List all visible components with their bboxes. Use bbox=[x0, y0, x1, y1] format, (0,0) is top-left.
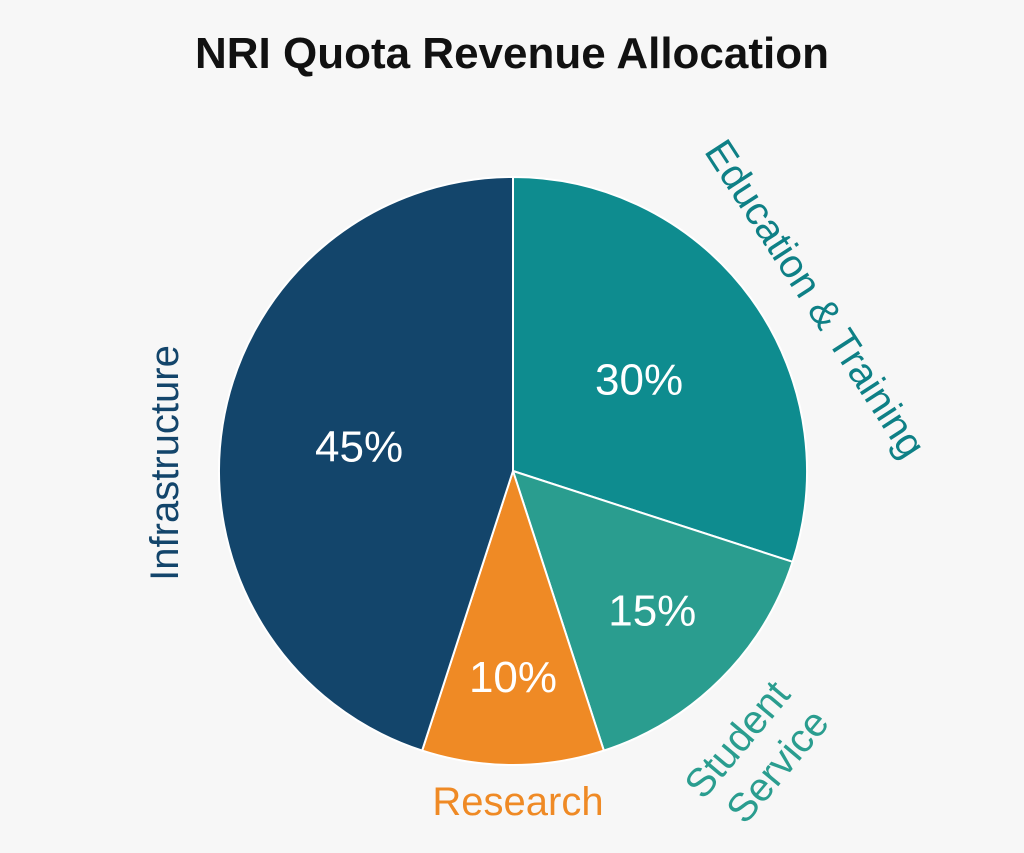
percentage-labels: 30% 15% 10% 45% bbox=[315, 355, 696, 701]
pie-slice-education-training bbox=[512, 175, 808, 564]
pie-slice-student-service bbox=[511, 469, 794, 752]
pie-slices bbox=[218, 175, 808, 766]
pie-slice-research bbox=[420, 467, 606, 766]
category-label-research: Research bbox=[432, 780, 603, 824]
pie-slice-infrastructure bbox=[218, 175, 514, 752]
percentage-label-education-training: 30% bbox=[595, 355, 683, 404]
percentage-label-student-service: 15% bbox=[608, 586, 696, 635]
percentage-label-research: 10% bbox=[469, 653, 557, 702]
category-label-infrastructure: Infrastructure bbox=[143, 345, 187, 581]
percentage-label-infrastructure: 45% bbox=[315, 423, 403, 472]
chart-title: NRI Quota Revenue Allocation bbox=[195, 29, 829, 78]
